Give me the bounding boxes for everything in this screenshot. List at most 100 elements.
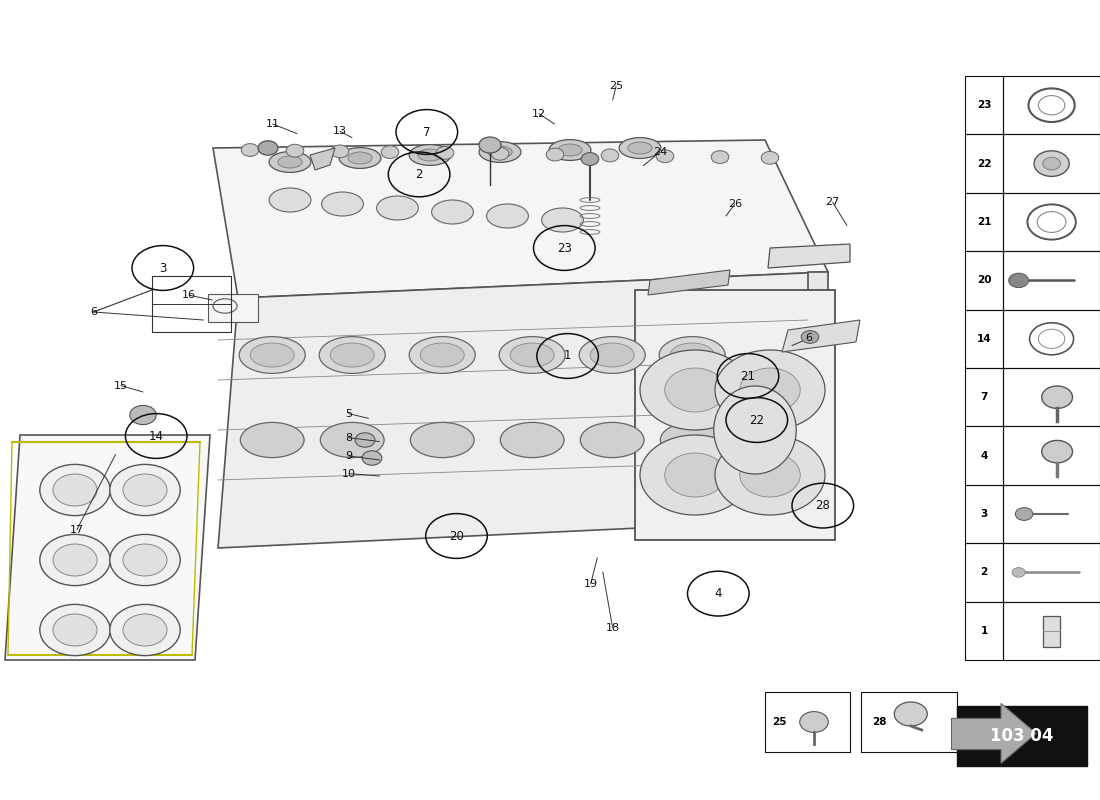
Bar (965, 310, 1003, 368)
Text: 1: 1 (980, 626, 988, 636)
Bar (965, 251, 1003, 310)
Text: 21: 21 (977, 217, 991, 227)
Circle shape (1034, 150, 1069, 176)
Polygon shape (218, 272, 828, 548)
Ellipse shape (270, 188, 311, 212)
Circle shape (1042, 440, 1072, 462)
Circle shape (1042, 386, 1072, 408)
Ellipse shape (420, 343, 464, 367)
Polygon shape (957, 707, 1042, 767)
Bar (965, 426, 1003, 485)
Text: 22: 22 (977, 158, 991, 169)
Circle shape (715, 350, 825, 430)
Circle shape (478, 137, 500, 153)
Circle shape (492, 147, 509, 160)
Text: 28: 28 (872, 717, 887, 727)
Text: 3: 3 (160, 262, 166, 274)
Bar (965, 76, 1003, 134)
Bar (965, 134, 1003, 193)
Circle shape (739, 453, 801, 497)
Polygon shape (648, 270, 730, 295)
Text: 28: 28 (815, 499, 830, 512)
Text: 15: 15 (114, 381, 128, 390)
Ellipse shape (278, 156, 303, 168)
Text: 23: 23 (557, 242, 572, 254)
Text: 11: 11 (266, 119, 279, 129)
Text: 14: 14 (977, 334, 991, 344)
Ellipse shape (431, 200, 473, 224)
Bar (965, 485, 1003, 543)
Ellipse shape (321, 192, 363, 216)
Circle shape (437, 146, 454, 159)
Ellipse shape (670, 343, 714, 367)
Circle shape (355, 433, 375, 447)
Circle shape (110, 534, 180, 586)
Text: 2: 2 (416, 168, 422, 181)
Bar (1043, 616, 1060, 646)
Circle shape (739, 368, 801, 412)
Circle shape (640, 435, 750, 515)
Text: 21: 21 (740, 370, 756, 382)
Text: 26: 26 (728, 199, 741, 209)
Circle shape (40, 605, 110, 656)
Ellipse shape (591, 343, 635, 367)
Text: 7: 7 (980, 392, 988, 402)
Bar (1003, 193, 1100, 251)
Bar (1003, 134, 1100, 193)
Ellipse shape (250, 343, 294, 367)
Text: 27: 27 (826, 198, 839, 207)
Bar (1003, 310, 1100, 368)
Bar (861, 692, 957, 752)
Polygon shape (952, 703, 1036, 763)
Text: 20: 20 (449, 530, 464, 542)
Polygon shape (782, 320, 860, 352)
Ellipse shape (480, 142, 521, 162)
Circle shape (657, 150, 674, 162)
Text: 25: 25 (609, 82, 623, 91)
Ellipse shape (319, 337, 385, 374)
Circle shape (53, 544, 97, 576)
Polygon shape (213, 140, 828, 298)
Text: 2: 2 (980, 567, 988, 578)
Bar (957, 706, 1087, 766)
Circle shape (800, 712, 828, 733)
Ellipse shape (549, 139, 591, 160)
Text: 16: 16 (183, 290, 196, 300)
Text: 18: 18 (606, 623, 619, 633)
Circle shape (664, 368, 725, 412)
Circle shape (123, 614, 167, 646)
Circle shape (1012, 568, 1025, 578)
Text: 22: 22 (749, 414, 764, 426)
Polygon shape (310, 148, 336, 170)
Polygon shape (635, 290, 835, 540)
Ellipse shape (558, 144, 582, 156)
Ellipse shape (409, 145, 451, 166)
Circle shape (1009, 273, 1028, 288)
Ellipse shape (376, 196, 418, 220)
Text: 20: 20 (977, 275, 991, 286)
Circle shape (547, 148, 564, 161)
Ellipse shape (499, 337, 565, 374)
Circle shape (40, 534, 110, 586)
Circle shape (640, 350, 750, 430)
Ellipse shape (240, 422, 304, 458)
Text: 25: 25 (772, 717, 786, 727)
Text: 8: 8 (345, 433, 352, 442)
Circle shape (53, 474, 97, 506)
Ellipse shape (500, 422, 564, 458)
Text: 19: 19 (584, 579, 597, 589)
Circle shape (664, 453, 725, 497)
Bar (965, 368, 1003, 426)
Ellipse shape (660, 422, 724, 458)
Text: 12: 12 (532, 109, 546, 118)
Ellipse shape (270, 152, 311, 173)
Ellipse shape (628, 142, 652, 154)
Ellipse shape (541, 208, 583, 232)
Ellipse shape (619, 138, 661, 158)
Circle shape (362, 450, 382, 465)
Circle shape (712, 150, 729, 163)
Bar (965, 543, 1003, 602)
Ellipse shape (510, 343, 554, 367)
Bar (965, 193, 1003, 251)
Ellipse shape (580, 337, 646, 374)
